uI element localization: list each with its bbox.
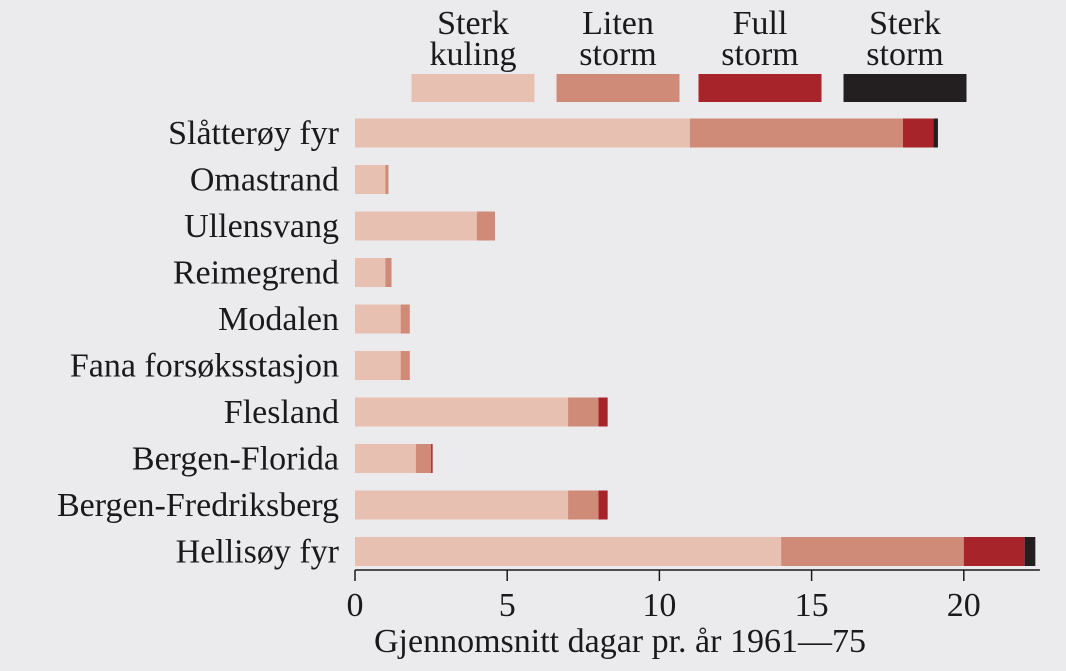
bar-segment bbox=[355, 444, 416, 473]
category-label: Slåtterøy fyr bbox=[168, 115, 340, 152]
x-axis-label: Gjennomsnitt dagar pr. år 1961—75 bbox=[374, 623, 866, 660]
bar-segment bbox=[355, 397, 569, 427]
bar-segment bbox=[400, 351, 410, 380]
x-tick-label: 20 bbox=[947, 587, 981, 624]
bar-segment bbox=[598, 490, 608, 520]
bar-segment bbox=[355, 211, 477, 241]
legend-label: kuling bbox=[430, 36, 517, 73]
bar-segment bbox=[355, 537, 782, 566]
bar-segment bbox=[355, 351, 401, 380]
bar-segment bbox=[568, 490, 599, 520]
bar-segment bbox=[385, 258, 392, 287]
category-label: Reimegrend bbox=[173, 255, 339, 292]
bar-segment bbox=[355, 490, 569, 520]
legend-label: Full bbox=[733, 5, 788, 42]
legend-label: Sterk bbox=[869, 5, 941, 42]
x-tick-label: 5 bbox=[499, 587, 516, 624]
legend-swatch bbox=[411, 74, 535, 102]
bar-segment bbox=[355, 165, 386, 194]
x-axis: 0 5 10 15 20 bbox=[347, 569, 1040, 624]
x-tick-label: 10 bbox=[642, 587, 676, 624]
legend-swatch bbox=[698, 74, 822, 102]
category-label: Bergen-Fredriksberg bbox=[57, 487, 339, 524]
bar-segment bbox=[1024, 537, 1036, 566]
bar-segment bbox=[963, 537, 1025, 566]
category-label: Ullensvang bbox=[184, 208, 339, 245]
legend-swatch bbox=[556, 74, 680, 102]
category-label: Modalen bbox=[218, 301, 339, 338]
bar-segment bbox=[355, 118, 690, 148]
category-label: Bergen-Florida bbox=[132, 441, 339, 478]
bar-segment bbox=[689, 118, 903, 148]
bar-segment bbox=[476, 211, 496, 241]
bar-segment bbox=[781, 537, 964, 566]
legend-label: storm bbox=[866, 36, 943, 73]
bar-segment bbox=[431, 444, 433, 473]
x-tick-label: 0 bbox=[347, 587, 364, 624]
legend-label: storm bbox=[721, 36, 798, 73]
bar-segment bbox=[933, 118, 938, 148]
category-label: Omastrand bbox=[190, 162, 339, 199]
legend-label: storm bbox=[579, 36, 656, 73]
category-label: Flesland bbox=[224, 394, 339, 431]
category-label: Fana forsøksstasjon bbox=[70, 348, 339, 385]
bar-segment bbox=[355, 304, 401, 334]
bars bbox=[355, 118, 1036, 566]
legend-label: Sterk bbox=[437, 5, 509, 42]
bar-segment bbox=[598, 397, 608, 427]
legend-label: Liten bbox=[582, 5, 654, 42]
bar-segment bbox=[568, 397, 599, 427]
category-label: Hellisøy fyr bbox=[176, 534, 340, 571]
bar-segment bbox=[902, 118, 934, 148]
bar-segment bbox=[385, 165, 389, 194]
category-labels: Slåtterøy fyr Omastrand Ullensvang Reimegre… bbox=[57, 115, 340, 571]
legend-swatch bbox=[843, 74, 967, 102]
bar-segment bbox=[415, 444, 432, 473]
bar-segment bbox=[355, 258, 386, 287]
x-tick-label: 15 bbox=[795, 587, 829, 624]
bar-segment bbox=[400, 304, 410, 334]
